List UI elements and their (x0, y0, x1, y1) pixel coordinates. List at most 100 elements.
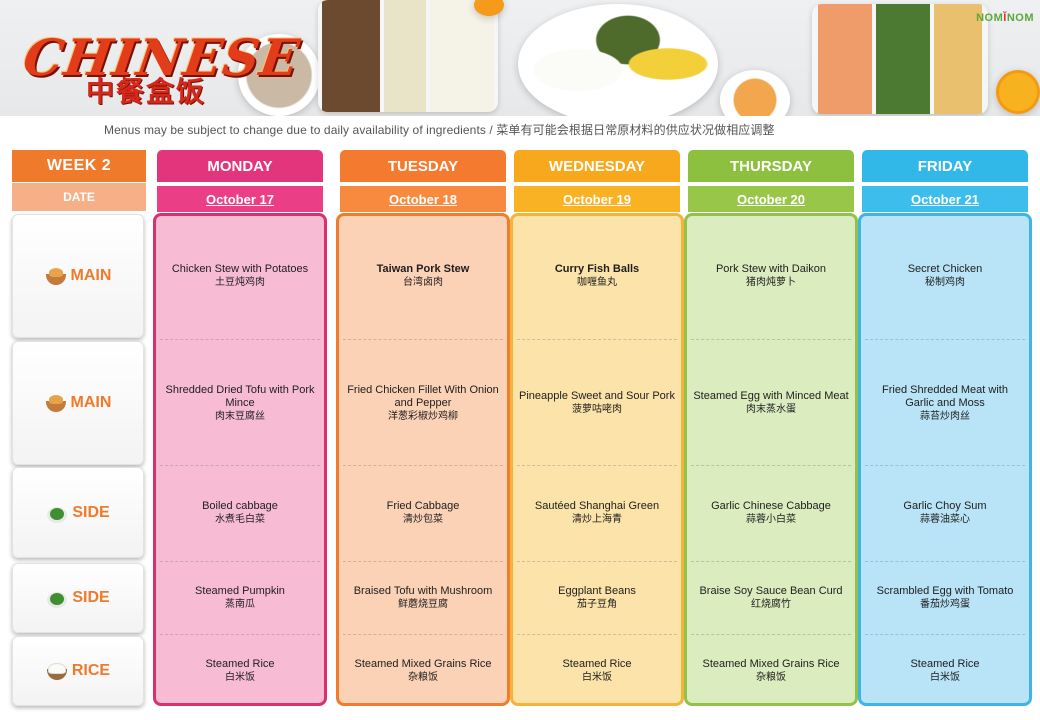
day-date-monday: October 17 (157, 186, 323, 212)
row-label-text: MAIN (70, 267, 112, 284)
menu-item-english: Pineapple Sweet and Sour Pork (519, 390, 675, 402)
row-divider (517, 634, 677, 635)
row-divider (343, 561, 503, 562)
row-divider (343, 465, 503, 466)
menu-item-chinese: 白米饭 (225, 672, 255, 683)
row-divider (691, 339, 851, 340)
menu-item: Taiwan Pork Stew 台湾卤肉 (345, 214, 501, 338)
row-divider (691, 561, 851, 562)
menu-item-english: Steamed Rice (910, 658, 980, 670)
menu-item-chinese: 白米饭 (930, 672, 960, 683)
menu-item-chinese: 清炒包菜 (403, 513, 443, 525)
day-menu-wednesday: Curry Fish Balls 咖喱鱼丸 Pineapple Sweet and … (510, 213, 684, 706)
menu-item-chinese: 洋葱彩椒炒鸡柳 (388, 410, 458, 422)
menu-item-english: Steamed Rice (562, 658, 632, 670)
logo-chinese-text: 中餐盒饭 (86, 75, 207, 108)
menu-item-chinese: 清炒上海青 (572, 513, 622, 525)
menu-item-chinese: 咖喱鱼丸 (577, 277, 617, 288)
row-divider (160, 465, 320, 466)
menu-item-english: Steamed Mixed Grains Rice (702, 658, 840, 670)
menu-item-chinese: 肉末豆腐丝 (215, 410, 265, 422)
day-date-wednesday: October 19 (514, 186, 680, 212)
menu-item: Fried Cabbage 清炒包菜 (345, 467, 501, 558)
menu-item-chinese: 番茄炒鸡蛋 (920, 599, 970, 610)
row-divider (343, 339, 503, 340)
menu-item-chinese: 菠萝咕咾肉 (572, 404, 622, 415)
menu-item-english: Steamed Pumpkin (195, 585, 285, 597)
menu-item: Pork Stew with Daikon 猪肉炖萝卜 (693, 214, 849, 338)
menu-item-chinese: 杂粮饭 (756, 672, 786, 683)
menu-item: Scrambled Egg with Tomato 番茄炒鸡蛋 (867, 563, 1023, 633)
menu-item-english: Fried Cabbage (386, 499, 460, 512)
menu-item-english: Eggplant Beans (558, 585, 636, 597)
menu-item: Curry Fish Balls 咖喱鱼丸 (519, 214, 675, 338)
menu-item: Boiled cabbage 水煮毛白菜 (162, 467, 318, 558)
soup-bowl-image (238, 34, 320, 116)
day-menu-monday: Chicken Stew with Potatoes 土豆炖鸡肉 Shredded … (153, 213, 327, 706)
menu-item: Steamed Rice 白米饭 (867, 636, 1023, 706)
menu-item: Steamed Pumpkin 蒸南瓜 (162, 563, 318, 633)
menu-item-english: Steamed Egg with Minced Meat (693, 390, 849, 402)
row-divider (517, 561, 677, 562)
menu-item-chinese: 水煮毛白菜 (215, 513, 265, 525)
meal-tray-image-2 (812, 4, 988, 114)
row-divider (517, 339, 677, 340)
menu-item-chinese: 鲜蘑烧豆腐 (398, 599, 448, 610)
menu-item-chinese: 杂粮饭 (408, 672, 438, 683)
vegetable-icon (46, 502, 68, 524)
day-header-wednesday: WEDNESDAY (514, 150, 680, 182)
menu-item-english: Sautéed Shanghai Green (534, 499, 660, 512)
menu-item-english: Garlic Chinese Cabbage (711, 499, 831, 512)
menu-item: Garlic Choy Sum 蒜蓉油菜心 (867, 467, 1023, 558)
row-divider (343, 634, 503, 635)
menu-item-english: Braise Soy Sauce Bean Curd (699, 585, 843, 597)
menu-item: Steamed Mixed Grains Rice 杂粮饭 (693, 636, 849, 706)
menu-item: Eggplant Beans 茄子豆角 (519, 563, 675, 633)
menu-item-english: Curry Fish Balls (554, 263, 640, 275)
menu-item-english: Braised Tofu with Mushroom (353, 585, 493, 597)
row-divider (691, 465, 851, 466)
menu-item-english: Steamed Rice (205, 658, 275, 670)
row-divider (160, 339, 320, 340)
menu-item-english: Shredded Dried Tofu with Pork Mince (165, 383, 315, 409)
row-label-text: SIDE (72, 589, 110, 606)
fruit-image (996, 70, 1040, 114)
menu-item-chinese: 茄子豆角 (577, 599, 617, 610)
day-menu-tuesday: Taiwan Pork Stew 台湾卤肉 Fried Chicken Fillet… (336, 213, 510, 706)
row-label-main: MAIN (12, 214, 144, 338)
menu-item-chinese: 蒜蓉小白菜 (746, 513, 796, 525)
row-divider (160, 634, 320, 635)
menu-item: Fried Shredded Meat with Garlic and Moss… (867, 341, 1023, 465)
menu-item-english: Garlic Choy Sum (903, 499, 987, 512)
menu-item: Steamed Egg with Minced Meat 肉末蒸水蛋 (693, 341, 849, 465)
menu-item-chinese: 蒸南瓜 (225, 599, 255, 610)
menu-item: Secret Chicken 秘制鸡肉 (867, 214, 1023, 338)
vegetable-icon (46, 587, 68, 609)
day-header-friday: FRIDAY (862, 150, 1028, 182)
day-date-tuesday: October 18 (340, 186, 506, 212)
row-label-text: SIDE (72, 503, 110, 521)
header-banner: CHINESE 中餐盒饭 NOMĬNOM (0, 0, 1040, 116)
bowl-icon (45, 265, 67, 287)
row-label-text: RICE (71, 662, 111, 679)
day-menu-thursday: Pork Stew with Daikon 猪肉炖萝卜 Steamed Egg wi… (684, 213, 858, 706)
row-label-main: MAIN (12, 341, 144, 465)
row-label-side: SIDE (12, 467, 144, 558)
row-label-rice: RICE (12, 636, 144, 706)
day-date-friday: October 21 (862, 186, 1028, 212)
row-label-text: MAIN (70, 394, 112, 411)
row-divider (865, 339, 1025, 340)
menu-item-chinese: 蒜苔炒肉丝 (920, 410, 970, 422)
row-divider (691, 634, 851, 635)
week-label: WEEK 2 (12, 150, 146, 182)
side-bowl-image (720, 70, 790, 116)
rice-plate-image (518, 4, 718, 116)
menu-item-chinese: 肉末蒸水蛋 (746, 404, 796, 415)
menu-item-english: Fried Shredded Meat with Garlic and Moss (882, 383, 1008, 409)
row-divider (865, 634, 1025, 635)
menu-item: Pineapple Sweet and Sour Pork 菠萝咕咾肉 (519, 341, 675, 465)
meal-tray-image (318, 0, 498, 112)
menu-item-english: Chicken Stew with Potatoes (171, 263, 309, 275)
day-header-monday: MONDAY (157, 150, 323, 182)
rice-bowl-icon (46, 660, 68, 682)
